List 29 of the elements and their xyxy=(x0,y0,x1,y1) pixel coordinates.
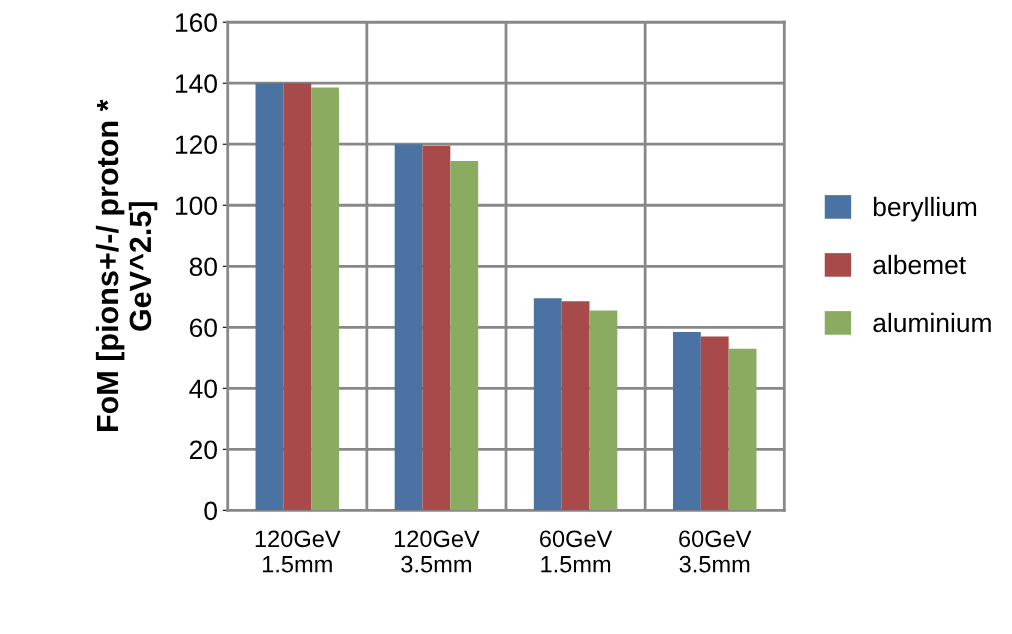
bar xyxy=(672,331,701,511)
legend-label: albemet xyxy=(873,254,966,275)
bar xyxy=(561,301,590,511)
bar xyxy=(589,310,618,511)
bar xyxy=(255,83,284,511)
y-tick-label: 160 xyxy=(175,13,217,33)
y-axis-title: FoM [pions+/-/ proton * GeV^2.5] xyxy=(95,99,158,431)
y-tick-label: 20 xyxy=(189,440,217,460)
y-tick-label: 100 xyxy=(175,196,217,216)
y-tick-label: 120 xyxy=(175,135,217,155)
x-tick-label: 120GeV 3.5mm xyxy=(394,530,480,573)
legend-label: beryllium xyxy=(873,196,977,222)
bar xyxy=(422,145,451,511)
bar xyxy=(394,144,423,511)
bar xyxy=(450,161,479,511)
y-tick-label: 80 xyxy=(189,257,217,277)
bar xyxy=(283,83,312,511)
bar xyxy=(311,87,340,511)
legend-label: aluminium xyxy=(873,312,991,333)
y-tick-label: 60 xyxy=(189,318,217,338)
bar xyxy=(700,336,729,511)
bar xyxy=(533,298,562,511)
x-tick-label: 120GeV 1.5mm xyxy=(255,530,341,573)
y-tick-label: 0 xyxy=(204,501,217,521)
bar xyxy=(728,348,757,511)
y-tick-label: 140 xyxy=(175,74,217,94)
x-tick-label: 60GeV 3.5mm xyxy=(679,530,752,573)
x-tick-label: 60GeV 1.5mm xyxy=(540,530,613,573)
y-tick-label: 40 xyxy=(189,379,217,399)
